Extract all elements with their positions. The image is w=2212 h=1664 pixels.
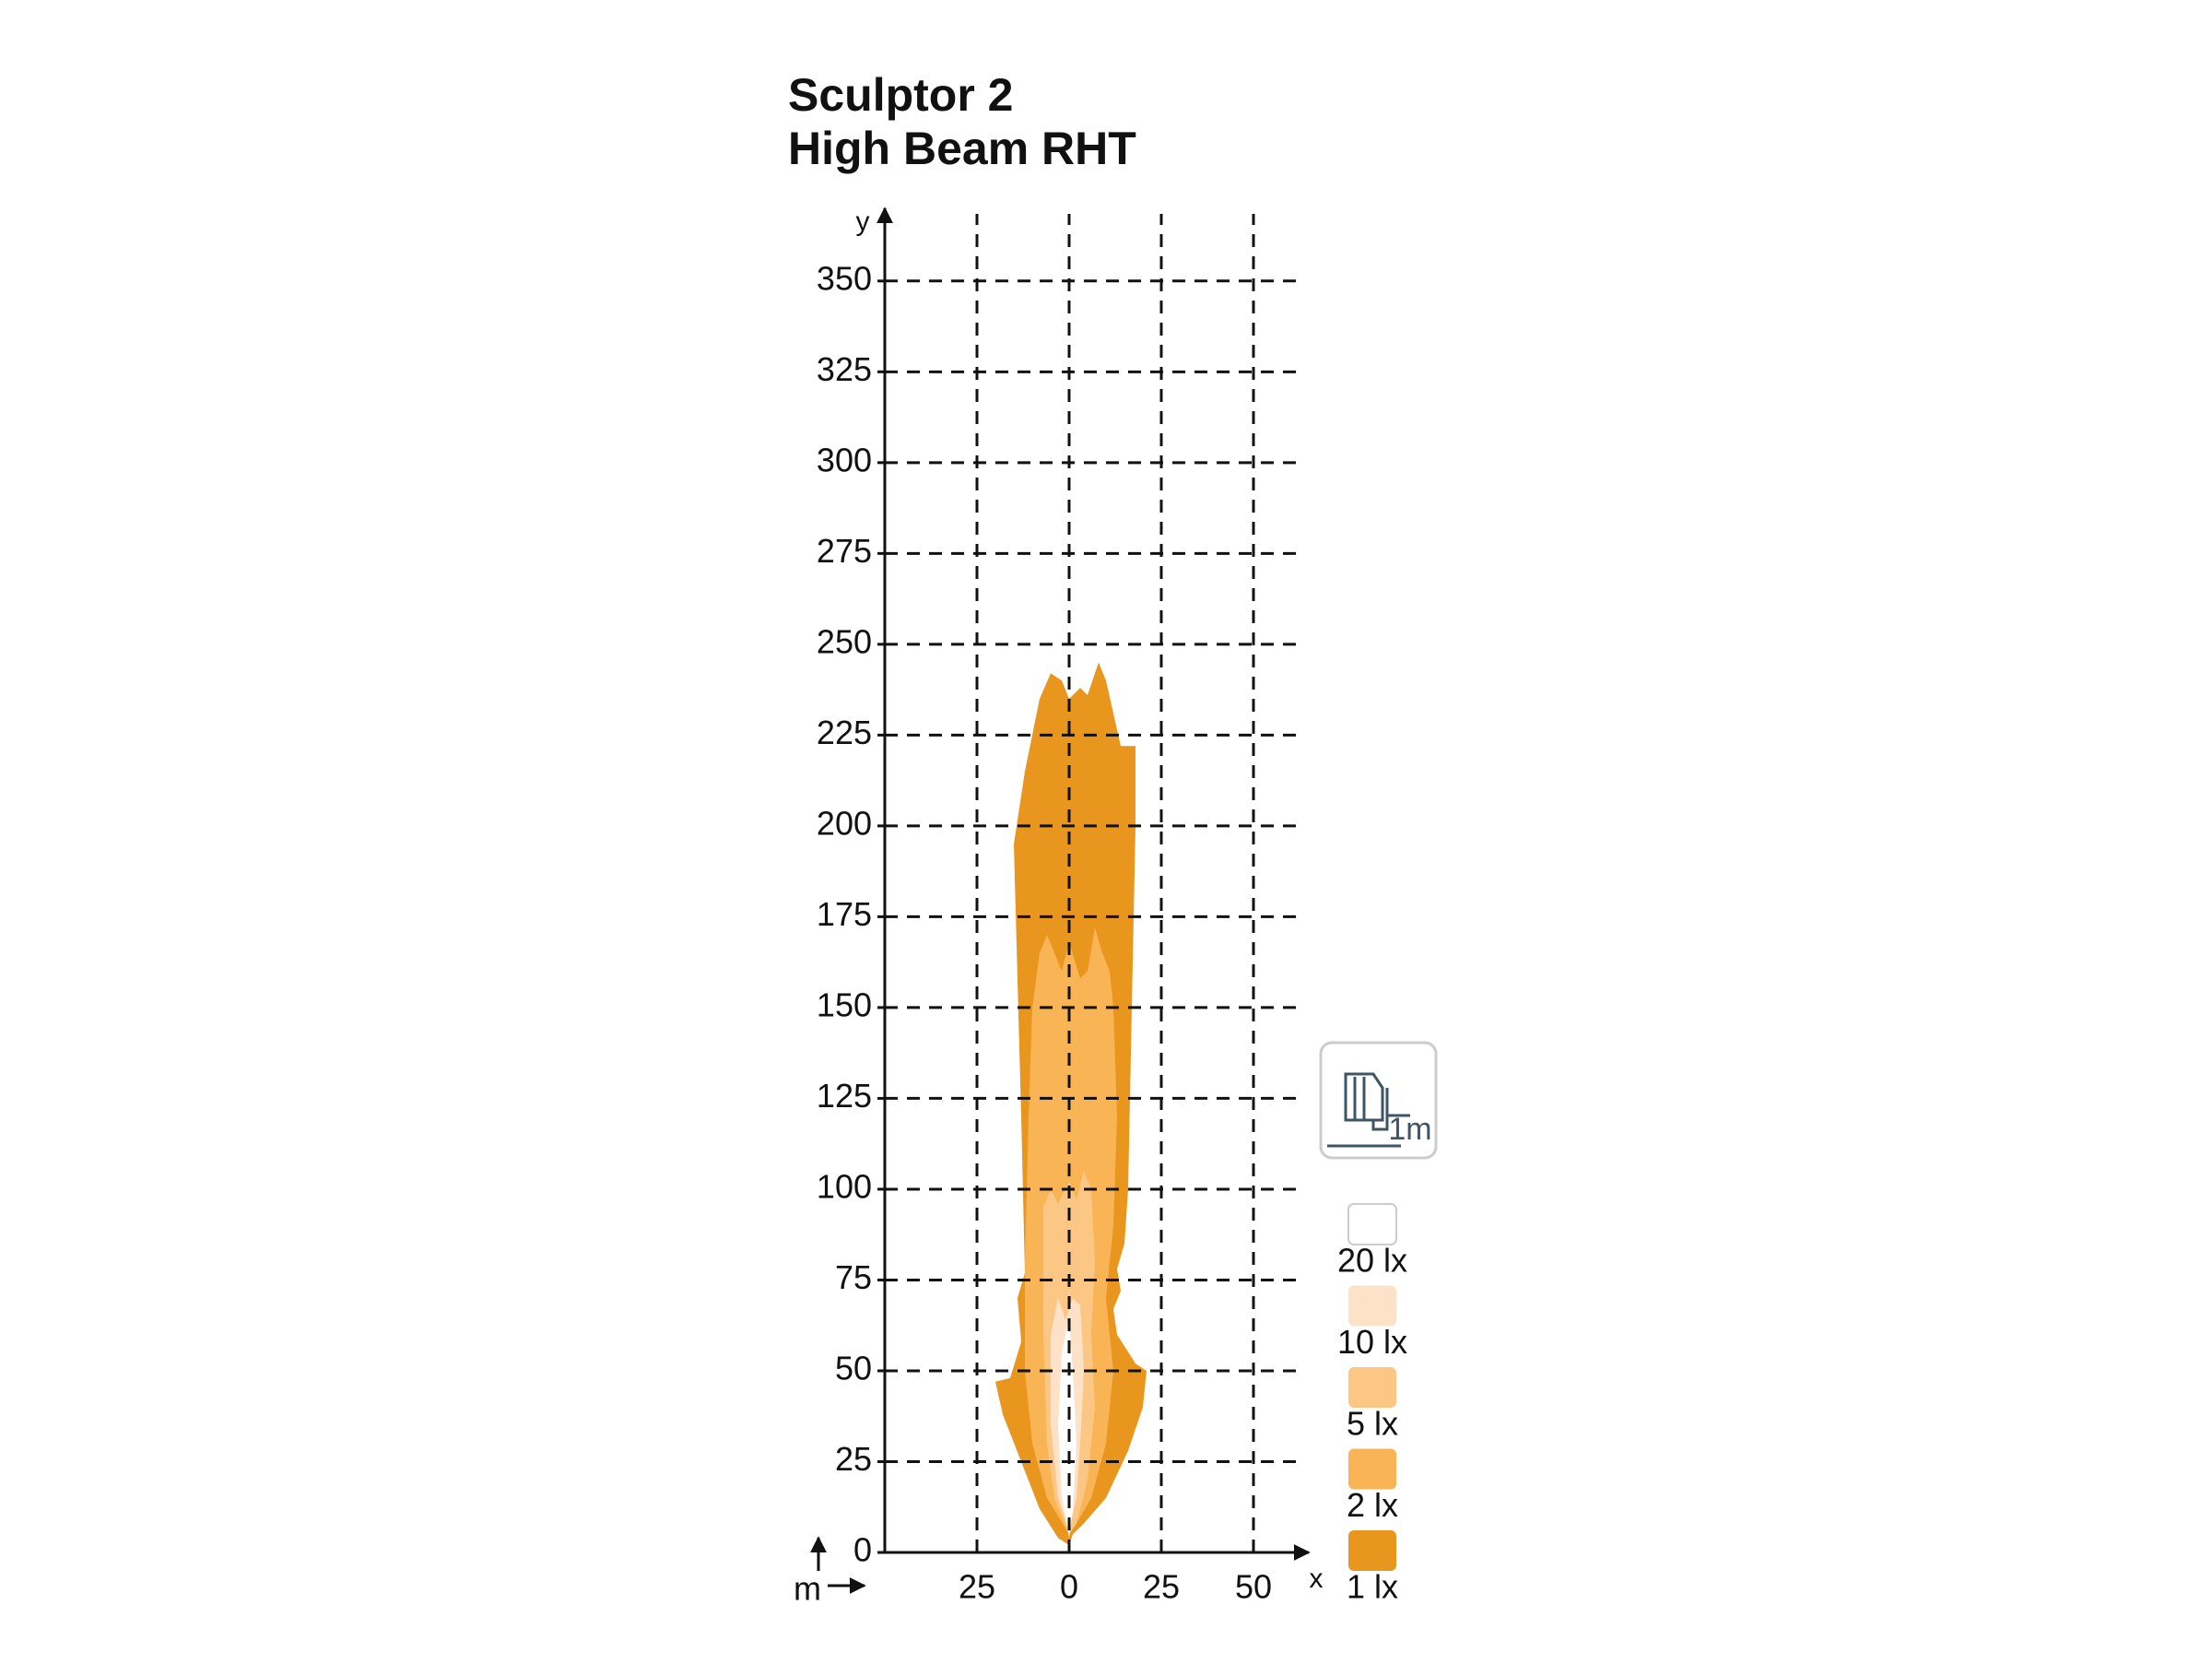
y-tick-label: 50	[835, 1349, 872, 1387]
y-tick-label: 150	[817, 985, 872, 1023]
y-tick-label: 125	[817, 1077, 872, 1115]
y-tick-label: 100	[817, 1167, 872, 1205]
mounting-icon: 1m	[1319, 1041, 1438, 1160]
x-tick-label: 50	[1235, 1568, 1272, 1606]
plot-area	[995, 662, 1147, 1546]
legend-swatch	[1348, 1285, 1396, 1327]
y-tick-label: 325	[817, 350, 872, 388]
y-tick-label: 175	[817, 895, 872, 933]
legend-label: 1 lx	[1347, 1568, 1398, 1606]
y-tick-label: 250	[817, 622, 872, 660]
x-tick-label: 25	[1143, 1568, 1180, 1606]
x-tick-label: 0	[1060, 1568, 1078, 1606]
legend-label: 20 lx	[1337, 1242, 1407, 1280]
y-tick-label: 300	[817, 441, 872, 478]
y-tick-label: 275	[817, 532, 872, 570]
y-tick-label: 350	[817, 259, 872, 297]
mounting-height-label: 1m	[1388, 1112, 1431, 1147]
legend-label: 5 lx	[1347, 1405, 1398, 1443]
y-tick-label: 0	[853, 1531, 872, 1569]
chart-title: High Beam RHT	[788, 123, 1136, 174]
unit-label: m	[794, 1570, 821, 1608]
x-axis-label: x	[1310, 1564, 1324, 1594]
legend-label: 2 lx	[1347, 1486, 1398, 1524]
legend-swatch	[1348, 1367, 1396, 1408]
y-tick-label: 225	[817, 714, 872, 751]
x-tick-label: 25	[959, 1568, 995, 1606]
chart-title: Sculptor 2	[788, 69, 1013, 121]
y-tick-label: 75	[835, 1258, 872, 1296]
legend-swatch	[1347, 1203, 1397, 1245]
legend-swatch	[1348, 1530, 1396, 1571]
legend-label: 10 lx	[1337, 1323, 1407, 1361]
y-tick-label: 25	[835, 1440, 872, 1478]
y-axis-label: y	[856, 207, 870, 237]
y-tick-label: 200	[817, 804, 872, 842]
legend-swatch	[1348, 1448, 1396, 1490]
